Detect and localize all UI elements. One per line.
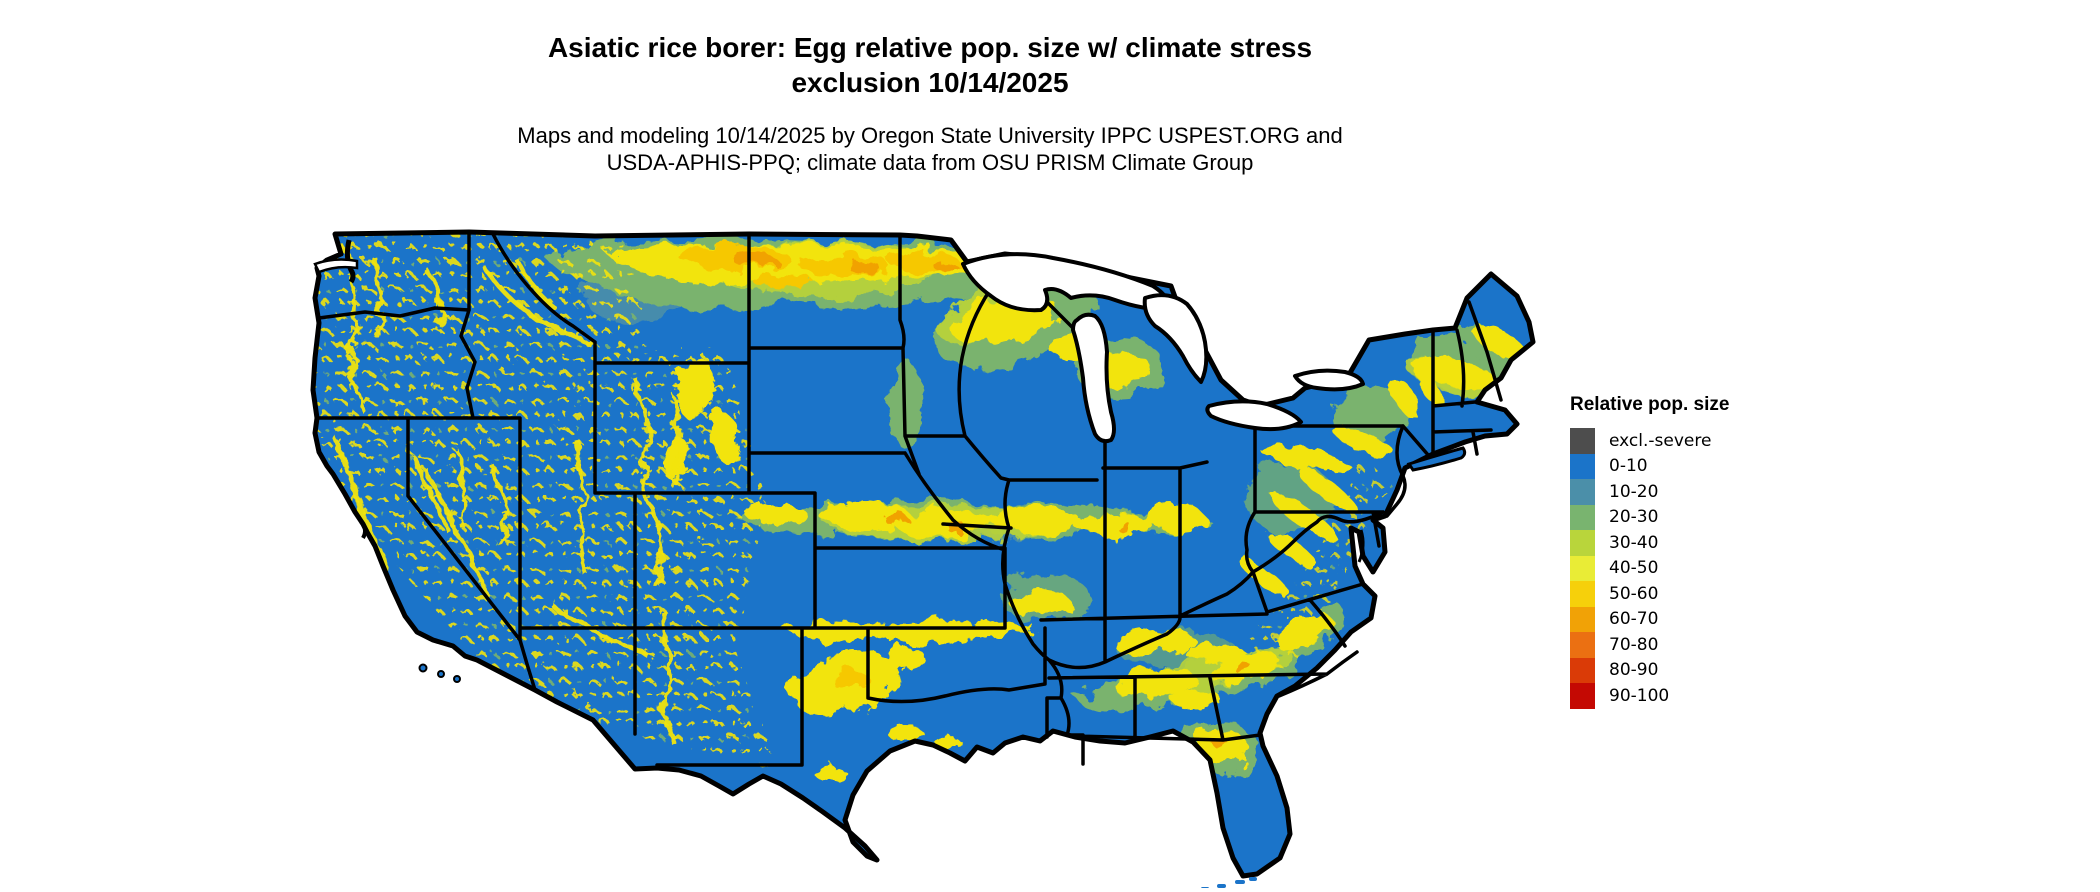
legend-swatch (1570, 530, 1595, 556)
legend-swatch (1570, 555, 1595, 581)
map-title: Asiatic rice borer: Egg relative pop. si… (0, 30, 1860, 100)
puget-sound (344, 239, 356, 284)
florida-keys (1201, 877, 1257, 890)
legend-label: 70-80 (1609, 634, 1659, 655)
legend-item: excl.-severe (1570, 428, 1729, 454)
lake-superior (961, 252, 1173, 313)
map-subtitle-line2: USDA-APHIS-PPQ; climate data from OSU PR… (606, 150, 1254, 175)
legend-label: 80-90 (1609, 660, 1659, 681)
legend-swatch (1570, 581, 1595, 607)
legend-item: 20-30 (1570, 504, 1729, 530)
legend-item: 60-70 (1570, 606, 1729, 632)
legend-item: 70-80 (1570, 632, 1729, 658)
legend-swatch (1570, 479, 1595, 505)
legend-swatch (1570, 428, 1595, 454)
legend-swatch (1570, 657, 1595, 683)
legend-swatch (1570, 632, 1595, 658)
legend-label: 90-100 (1609, 685, 1670, 706)
legend-swatch (1570, 683, 1595, 709)
legend-label: 50-60 (1609, 583, 1659, 604)
great-lakes (961, 252, 1365, 444)
lake-huron (1142, 293, 1209, 384)
legend-label: 0-10 (1609, 456, 1648, 477)
san-francisco-bay (359, 520, 368, 539)
lake-erie (1205, 399, 1303, 432)
lake-ontario (1293, 368, 1365, 392)
map-subtitle: Maps and modeling 10/14/2025 by Oregon S… (0, 122, 1860, 176)
legend-item: 40-50 (1570, 555, 1729, 581)
us-map-svg (310, 229, 1536, 890)
channel-islands (418, 663, 461, 683)
legend-title: Relative pop. size (1570, 394, 1730, 415)
legend-swatch (1570, 453, 1595, 479)
us-outline (310, 229, 1536, 879)
chesapeake-bay (1357, 529, 1365, 563)
legend-item: 10-20 (1570, 479, 1729, 505)
legend-label: 60-70 (1609, 609, 1659, 630)
state-boundaries (315, 230, 1503, 767)
us-map (305, 228, 1555, 890)
legend-label: 30-40 (1609, 532, 1659, 553)
legend-label: excl.-severe (1609, 430, 1712, 451)
legend-item: 80-90 (1570, 657, 1729, 683)
map-title-line1: Asiatic rice borer: Egg relative pop. si… (547, 32, 1313, 63)
raster-layer (313, 232, 1533, 876)
legend-rows: excl.-severe 0-10 10-20 20-30 30-40 40-5… (1570, 428, 1729, 709)
legend-label: 10-20 (1609, 481, 1659, 502)
legend: Relative pop. size excl.-severe 0-10 10-… (1570, 394, 1729, 709)
legend-item: 30-40 (1570, 530, 1729, 556)
legend-label: 40-50 (1609, 558, 1659, 579)
legend-swatch (1570, 606, 1595, 632)
long-island (1406, 446, 1467, 472)
strait-juan-de-fuca (313, 258, 359, 274)
legend-swatch (1570, 504, 1595, 530)
map-subtitle-line1: Maps and modeling 10/14/2025 by Oregon S… (517, 123, 1343, 148)
map-title-line2: exclusion 10/14/2025 (791, 67, 1069, 98)
lake-michigan (1071, 312, 1116, 444)
legend-item: 0-10 (1570, 453, 1729, 479)
coastal-details (313, 239, 1467, 890)
legend-item: 50-60 (1570, 581, 1729, 607)
legend-item: 90-100 (1570, 683, 1729, 709)
legend-label: 20-30 (1609, 507, 1659, 528)
